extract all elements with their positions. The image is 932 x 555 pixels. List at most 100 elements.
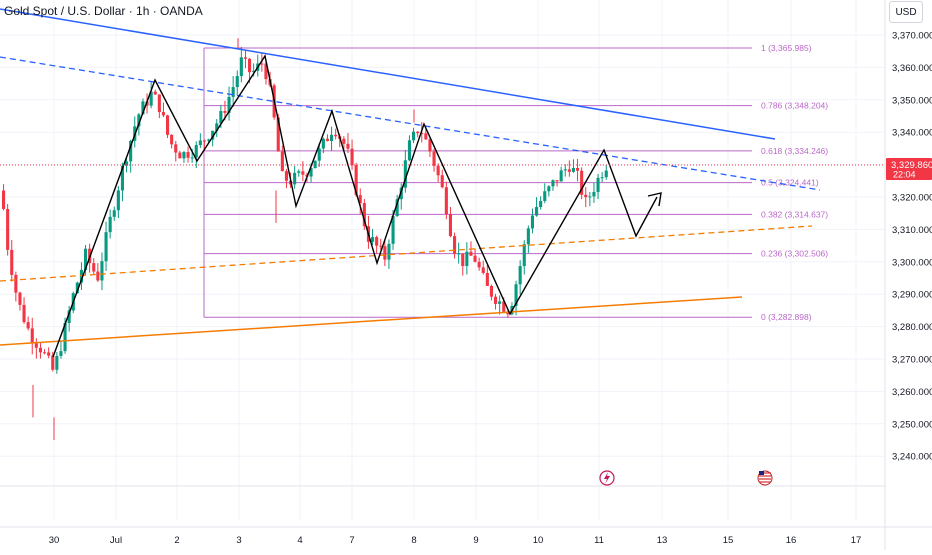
- candle-body: [6, 209, 10, 250]
- candle-body: [506, 311, 510, 315]
- candle-body: [112, 210, 116, 217]
- candle-body: [465, 251, 469, 267]
- symbol-title: Gold Spot / U.S. Dollar · 1h · OANDA: [4, 4, 203, 18]
- price-tick-label: 3,300.000: [892, 257, 932, 268]
- candle-body: [84, 248, 88, 270]
- last-price-badge[interactable]: [886, 158, 932, 181]
- candle-body: [321, 138, 325, 149]
- time-axis-label: 8: [411, 535, 416, 546]
- candle-body: [129, 140, 133, 162]
- grid: [0, 0, 885, 520]
- candle-body: [375, 237, 379, 246]
- candle-body: [342, 138, 346, 144]
- candle-body: [264, 63, 268, 80]
- time-axis-label: 30: [49, 535, 60, 546]
- candle-body: [453, 236, 457, 254]
- candle-body: [309, 167, 313, 177]
- candle-body: [34, 343, 38, 348]
- time-axis-label: 7: [349, 535, 354, 546]
- candle-body: [469, 251, 473, 256]
- candle-body: [461, 253, 465, 267]
- candle-body: [18, 292, 22, 305]
- candle-body: [395, 199, 399, 216]
- time-axis-label: Jul: [110, 535, 122, 546]
- candle-body: [571, 167, 575, 172]
- candle-body: [485, 272, 489, 286]
- candle-body: [354, 165, 358, 196]
- candle-body: [407, 140, 411, 161]
- fib-level-label: 0.236 (3,302.506): [761, 249, 828, 259]
- candle-body: [67, 310, 71, 324]
- candle-body: [502, 301, 506, 312]
- time-axis-label: 2: [174, 535, 179, 546]
- time-axis-label: 11: [594, 535, 604, 546]
- candle-body: [424, 133, 428, 140]
- fib-level-label: 1 (3,365.985): [761, 43, 812, 53]
- candle-body: [588, 196, 592, 198]
- candle-body: [584, 194, 588, 198]
- candle-body: [522, 244, 526, 267]
- price-tick-label: 3,320.000: [892, 193, 932, 204]
- candle-body: [22, 304, 26, 323]
- fib-level-label: 0.382 (3,314.637): [761, 209, 828, 219]
- candle-body: [457, 253, 461, 255]
- ascending-support-line[interactable]: [0, 296, 743, 346]
- candle-body: [215, 123, 219, 131]
- candle-body: [104, 232, 108, 262]
- candle-body: [555, 180, 559, 182]
- candle-body: [43, 352, 47, 354]
- candlesticks: [2, 38, 608, 440]
- lightning-icon[interactable]: [599, 470, 615, 486]
- candle-body: [149, 91, 153, 106]
- price-tick-label: 3,370.000: [892, 31, 932, 42]
- candle-body: [576, 167, 580, 171]
- candle-body: [26, 322, 30, 329]
- candle-body: [334, 134, 338, 137]
- candle-body: [416, 131, 420, 134]
- candle-body: [518, 266, 522, 285]
- descending-dashed-line[interactable]: [0, 56, 821, 191]
- candle-body: [444, 187, 448, 215]
- candle-body: [350, 148, 354, 166]
- candle-body: [100, 261, 104, 281]
- candle-body: [96, 271, 100, 281]
- candle-body: [473, 255, 477, 262]
- candle-body: [227, 96, 231, 113]
- candle-body: [301, 171, 305, 175]
- candle-body: [379, 245, 383, 247]
- candle-body: [436, 165, 440, 176]
- candle-body: [600, 177, 604, 179]
- zigzag-projection[interactable]: [52, 54, 662, 358]
- time-axis-label: 3: [236, 535, 241, 546]
- candle-body: [235, 76, 239, 88]
- candle-body: [202, 140, 206, 142]
- candle-body: [55, 355, 59, 370]
- price-tick-label: 3,290.000: [892, 290, 932, 301]
- candle-body: [248, 58, 252, 73]
- candle-body: [391, 215, 395, 244]
- candle-body: [592, 191, 596, 197]
- candle-body: [387, 243, 391, 260]
- fibonacci-retracement[interactable]: 1 (3,365.985) 0.786 (3,348.204) 0.618 (3,3…: [203, 43, 828, 322]
- candle-body: [137, 114, 141, 127]
- event-markers[interactable]: [599, 470, 773, 486]
- candle-body: [10, 249, 14, 275]
- candle-body: [243, 57, 247, 59]
- candle-body: [489, 285, 493, 297]
- trendlines[interactable]: [0, 8, 821, 346]
- candle-body: [448, 214, 452, 237]
- us-flag-icon[interactable]: [757, 470, 773, 486]
- candle-body: [563, 169, 567, 171]
- candle-body: [428, 139, 432, 152]
- candle-body: [14, 274, 18, 293]
- descending-resistance-line[interactable]: [0, 8, 776, 140]
- candle-body: [604, 170, 608, 178]
- candle-body: [231, 87, 235, 97]
- ascending-dashed-line[interactable]: [0, 225, 813, 282]
- candle-body: [125, 161, 129, 166]
- zigzag-path[interactable]: [52, 54, 658, 358]
- price-tick-label: 3,350.000: [892, 95, 932, 106]
- currency-button[interactable]: USD: [889, 1, 923, 23]
